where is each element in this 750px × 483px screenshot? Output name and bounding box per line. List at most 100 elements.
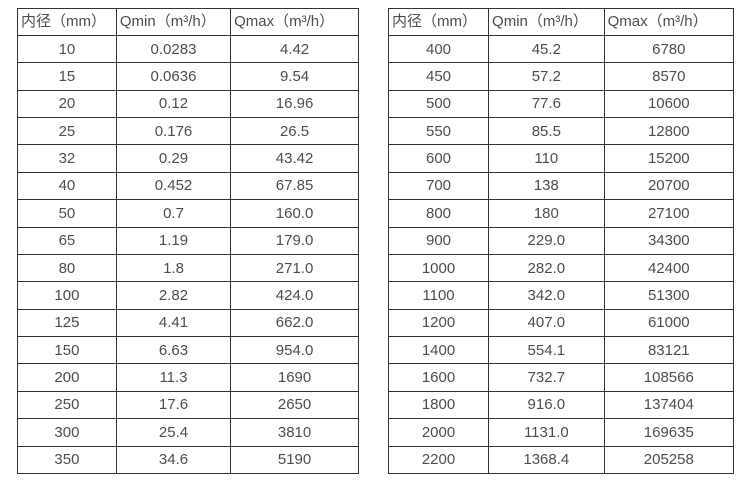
table-row: 40 0.452 67.85 (17, 171, 359, 201)
table-cell: 0.0636 (115, 62, 232, 91)
table-cell: 0.29 (115, 144, 232, 173)
table-row: 350 34.6 5190 (17, 445, 359, 475)
table-row: 32 0.29 43.42 (17, 144, 359, 173)
table-cell: 0.12 (115, 89, 232, 119)
table-cell: 11.3 (115, 363, 232, 392)
table-cell: 61000 (603, 308, 735, 338)
col-header-qmin: Qmin（m³/h） (115, 8, 232, 36)
table-row: 1100 342.0 51300 (387, 281, 735, 310)
table-cell: 954.0 (230, 336, 359, 365)
table-cell: 900 (387, 226, 490, 255)
table-row: 300 25.4 3810 (17, 418, 359, 447)
table-row: 700 138 20700 (387, 171, 735, 201)
table-cell: 1.8 (115, 253, 232, 283)
table-row: 2200 1368.4 205258 (387, 445, 735, 475)
table-cell: 0.452 (115, 171, 232, 201)
table-cell: 67.85 (230, 171, 359, 201)
col-header-qmax: Qmax（m³/h） (230, 8, 359, 36)
table-cell: 42400 (603, 253, 735, 283)
table-cell: 1400 (387, 336, 490, 365)
table-cell: 25.4 (115, 418, 232, 447)
table-row: 250 17.6 2650 (17, 390, 359, 420)
table-cell: 662.0 (230, 308, 359, 338)
table-cell: 65 (17, 226, 117, 255)
table-row: 500 77.6 10600 (387, 89, 735, 119)
table-cell: 1600 (387, 363, 490, 392)
table-row: 1600 732.7 108566 (387, 363, 735, 392)
table-row: 10 0.0283 4.42 (17, 34, 359, 64)
table-cell: 25 (17, 117, 117, 146)
table-cell: 43.42 (230, 144, 359, 173)
table-cell: 200 (17, 363, 117, 392)
col-header-qmin: Qmin（m³/h） (488, 8, 605, 36)
table-row: 80 1.8 271.0 (17, 253, 359, 283)
table-row: 65 1.19 179.0 (17, 226, 359, 255)
table-cell: 12800 (603, 117, 735, 146)
table-cell: 0.0283 (115, 34, 232, 64)
table-cell: 4.41 (115, 308, 232, 338)
table-cell: 45.2 (488, 34, 605, 64)
table-cell: 732.7 (488, 363, 605, 392)
table-cell: 169635 (603, 418, 735, 447)
table-cell: 2200 (387, 445, 490, 475)
table-cell: 10600 (603, 89, 735, 119)
table-row: 150 6.63 954.0 (17, 336, 359, 365)
header-row: 内径（mm） Qmin（m³/h） Qmax（m³/h） (17, 8, 359, 36)
table-row: 1800 916.0 137404 (387, 390, 735, 420)
table-cell: 137404 (603, 390, 735, 420)
table-cell: 0.7 (115, 199, 232, 228)
table-cell: 0.176 (115, 117, 232, 146)
table-cell: 5190 (230, 445, 359, 475)
table-row: 1400 554.1 83121 (387, 336, 735, 365)
table-cell: 77.6 (488, 89, 605, 119)
table-row: 15 0.0636 9.54 (17, 62, 359, 91)
table-row: 100 2.82 424.0 (17, 281, 359, 310)
table-cell: 1.19 (115, 226, 232, 255)
table-cell: 34300 (603, 226, 735, 255)
header-row: 内径（mm） Qmin（m³/h） Qmax（m³/h） (387, 8, 735, 36)
table-cell: 34.6 (115, 445, 232, 475)
table-cell: 160.0 (230, 199, 359, 228)
table-body-large-diameters: 400 45.2 6780 450 57.2 8570 500 77.6 10600 550 85.… (387, 34, 735, 475)
table-cell: 282.0 (488, 253, 605, 283)
table-row: 125 4.41 662.0 (17, 308, 359, 338)
table-cell: 6780 (603, 34, 735, 64)
table-cell: 205258 (603, 445, 735, 475)
table-cell: 700 (387, 171, 490, 201)
table-cell: 125 (17, 308, 117, 338)
table-cell: 17.6 (115, 390, 232, 420)
table-row: 25 0.176 26.5 (17, 117, 359, 146)
table-cell: 1200 (387, 308, 490, 338)
table-cell: 1131.0 (488, 418, 605, 447)
table-cell: 4.42 (230, 34, 359, 64)
table-cell: 342.0 (488, 281, 605, 310)
table-cell: 554.1 (488, 336, 605, 365)
table-cell: 1800 (387, 390, 490, 420)
table-row: 50 0.7 160.0 (17, 199, 359, 228)
table-cell: 50 (17, 199, 117, 228)
table-cell: 500 (387, 89, 490, 119)
table-cell: 424.0 (230, 281, 359, 310)
table-cell: 800 (387, 199, 490, 228)
table-cell: 26.5 (230, 117, 359, 146)
table-row: 600 110 15200 (387, 144, 735, 173)
table-cell: 271.0 (230, 253, 359, 283)
table-cell: 8570 (603, 62, 735, 91)
table-cell: 15 (17, 62, 117, 91)
table-cell: 138 (488, 171, 605, 201)
table-cell: 300 (17, 418, 117, 447)
table-cell: 40 (17, 171, 117, 201)
table-cell: 15200 (603, 144, 735, 173)
col-header-diameter: 内径（mm） (17, 8, 117, 36)
table-row: 400 45.2 6780 (387, 34, 735, 64)
table-cell: 916.0 (488, 390, 605, 420)
table-cell: 150 (17, 336, 117, 365)
table-cell: 10 (17, 34, 117, 64)
table-cell: 1100 (387, 281, 490, 310)
table-cell: 1368.4 (488, 445, 605, 475)
table-cell: 1000 (387, 253, 490, 283)
table-cell: 350 (17, 445, 117, 475)
table-row: 900 229.0 34300 (387, 226, 735, 255)
table-cell: 2.82 (115, 281, 232, 310)
